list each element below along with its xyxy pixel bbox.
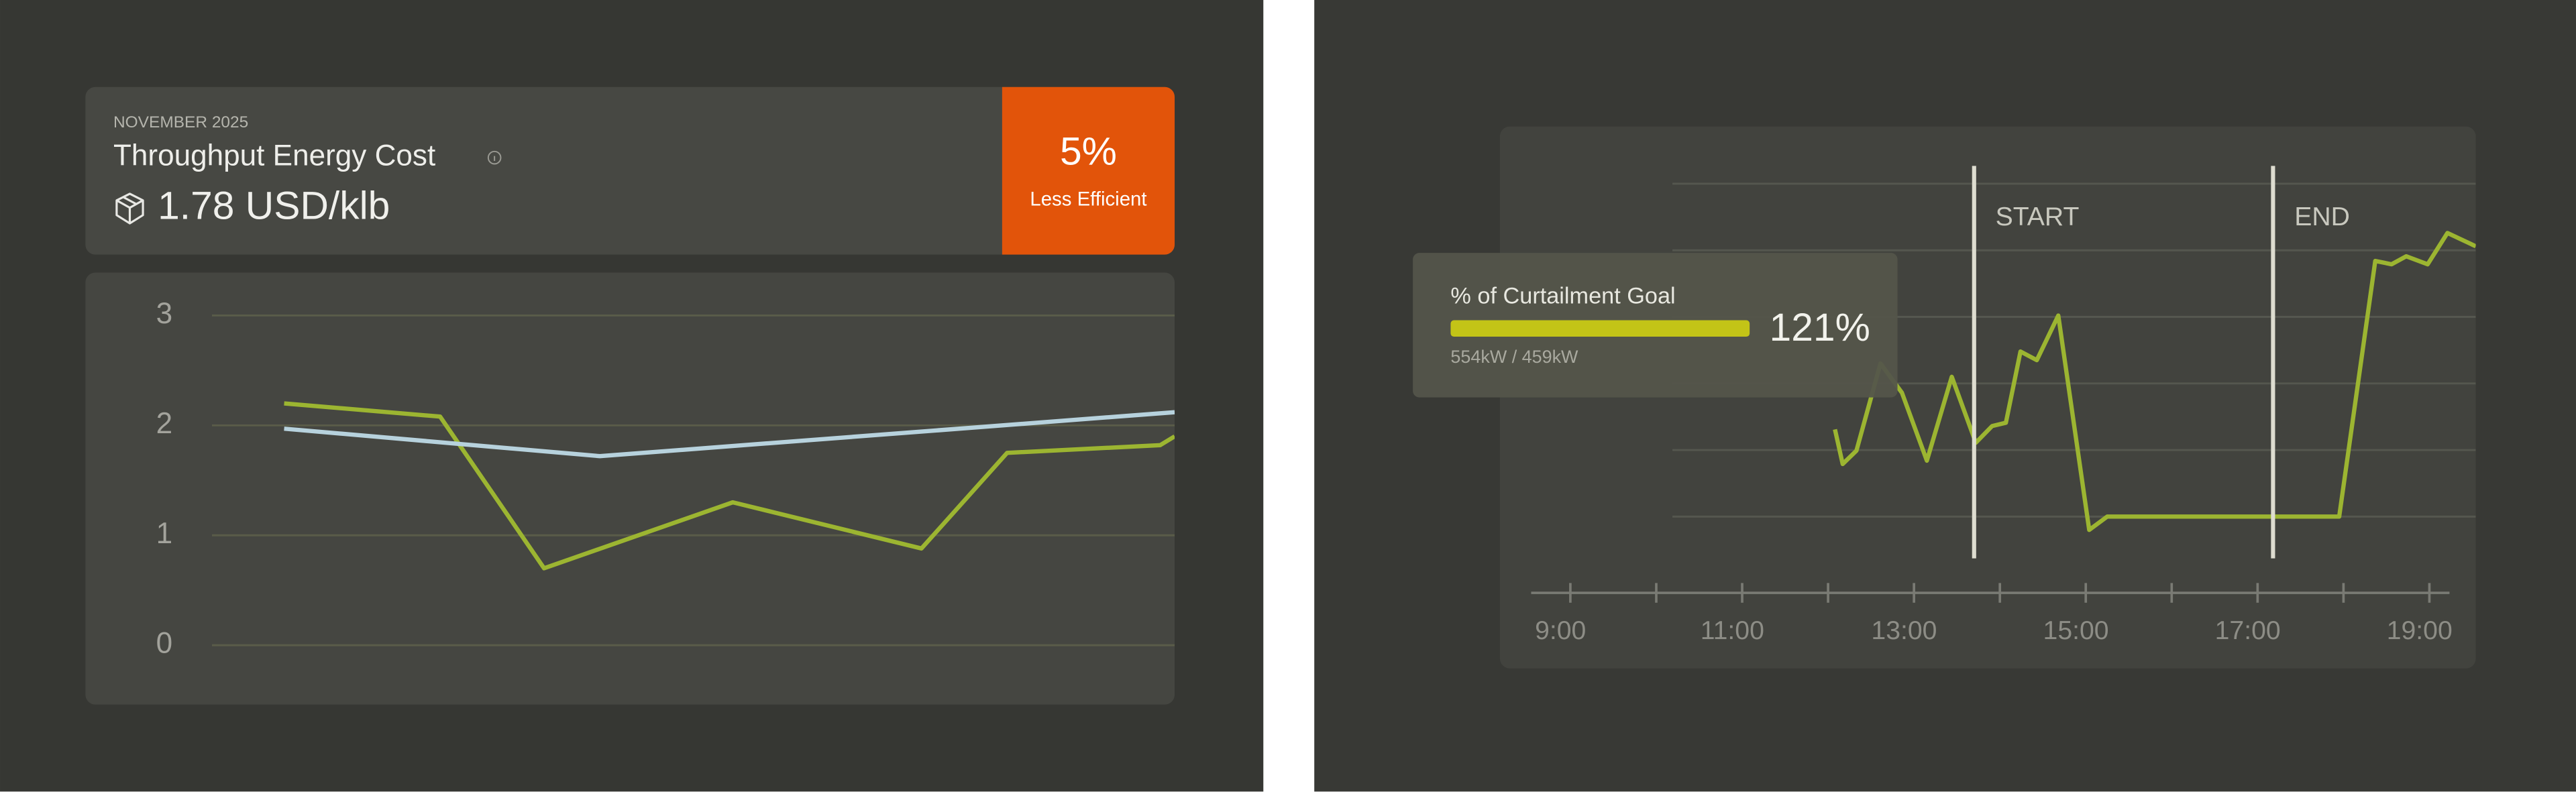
x-tick-label: 15:00 bbox=[2043, 616, 2109, 645]
box-icon bbox=[115, 192, 144, 225]
y-tick-label: 0 bbox=[156, 627, 173, 660]
badge bbox=[1002, 87, 1175, 255]
x-tick-label: 19:00 bbox=[2387, 616, 2453, 645]
axes: 0 1 2 3 9:00 11:00 13:00 15:00 17:00 19:00 START EN… bbox=[156, 166, 2453, 660]
y-tick-label: 3 bbox=[156, 297, 173, 330]
card-title: Throughput Energy Cost bbox=[113, 139, 435, 172]
x-tick-label: 11:00 bbox=[1701, 616, 1764, 645]
info-icon[interactable] bbox=[487, 150, 502, 165]
tooltip-value: 121% bbox=[1770, 306, 1870, 349]
badge-value: 5% bbox=[1060, 130, 1117, 174]
x-tick-label: 13:00 bbox=[1871, 616, 1937, 645]
x-tick-label: 9:00 bbox=[1535, 616, 1586, 645]
badge-label: Less Efficient bbox=[1030, 188, 1146, 211]
y-tick-label: 1 bbox=[156, 517, 173, 550]
y-tick-label: 2 bbox=[156, 407, 173, 440]
tooltip: % of Curtailment Goal 121% 554kW / 459kW bbox=[1413, 253, 1898, 398]
data-line bbox=[284, 410, 1175, 459]
x-tick-label: 17:00 bbox=[2215, 616, 2281, 645]
goal-bar bbox=[1450, 320, 1750, 337]
period: NOVEMBER 2025 bbox=[113, 113, 248, 131]
tooltip-title: % of Curtailment Goal bbox=[1450, 283, 1675, 308]
chart-card bbox=[85, 272, 1175, 705]
card-value: 1.78 USD/klb bbox=[158, 184, 390, 228]
plot-area bbox=[211, 314, 1175, 646]
header-card bbox=[85, 87, 1175, 255]
event-label: START bbox=[1996, 203, 2080, 231]
event-label: END bbox=[2294, 203, 2350, 231]
tooltip-detail: 554kW / 459kW bbox=[1450, 347, 1578, 367]
